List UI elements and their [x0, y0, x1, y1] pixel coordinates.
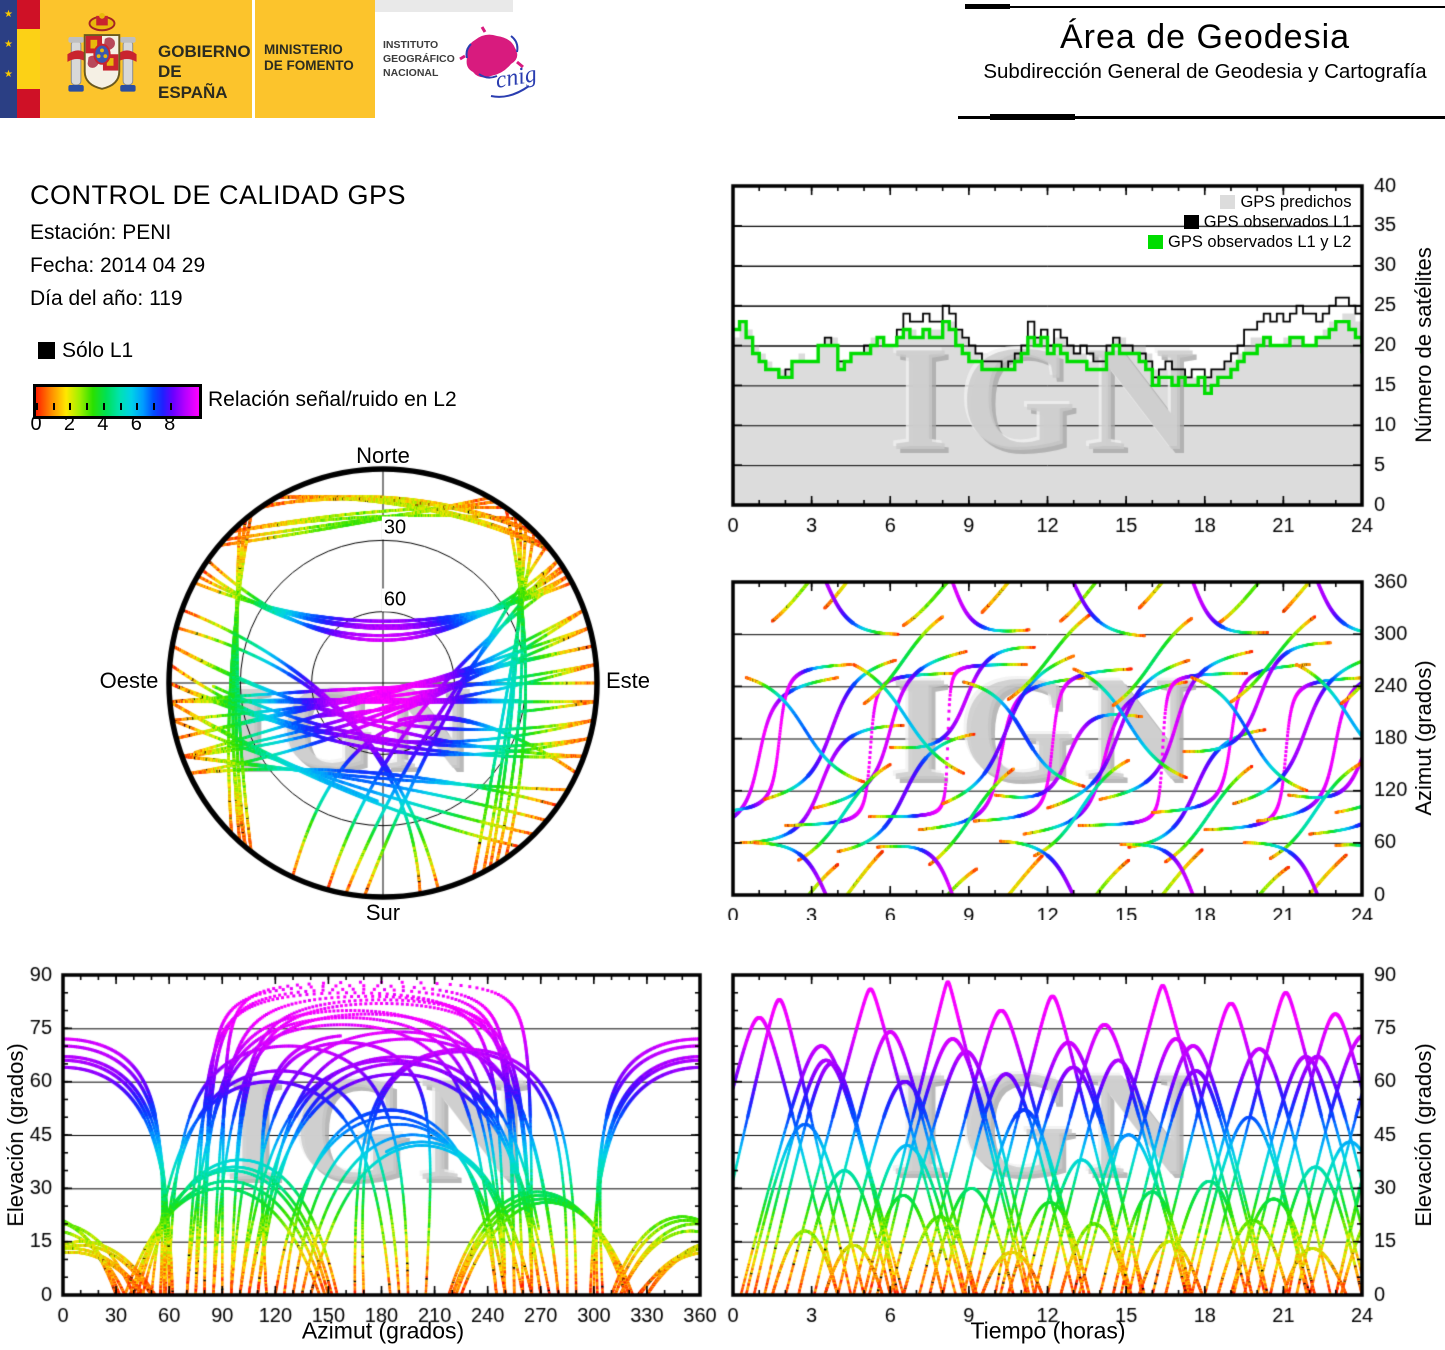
satellites-count-chart	[700, 170, 1445, 545]
elevation-time-chart	[700, 955, 1445, 1335]
ministerio-text: MINISTERIO DE FOMENTO	[264, 42, 354, 74]
legend-swatch-predichos	[1220, 195, 1236, 209]
snr-colorbar-label: Relación señal/ruido en L2	[208, 388, 457, 411]
colorbar-tick-label: 8	[164, 413, 176, 435]
area-title: Área de Geodesia	[1059, 18, 1351, 56]
colorbar-tick-label: 0	[30, 413, 42, 435]
elevation-time-x-axis-label: Tiempo (horas)	[970, 1317, 1126, 1344]
skyplot-ring-label-30: 30	[381, 516, 409, 540]
solo-l1-label: Sólo L1	[62, 339, 134, 362]
azimuth-y-axis-label: Azimut (grados)	[1411, 660, 1436, 816]
gobierno-logo-block: GOBIERNO DE ESPAÑA	[40, 0, 252, 118]
instituto-text: INSTITUTO GEOGRÁFICO NACIONAL	[383, 39, 455, 80]
skyplot-west-label: Oeste	[99, 668, 159, 693]
doy-line: Día del año: 119	[30, 287, 183, 310]
colorbar-tick-label: 4	[97, 413, 109, 435]
spain-flag-strip	[17, 0, 40, 118]
legend-swatch-l1	[1183, 215, 1199, 229]
header-rule-bottom	[958, 116, 1445, 119]
legend-swatch-l1l2	[1148, 235, 1163, 249]
eu-star-icon: ★	[4, 69, 13, 80]
legend-label: GPS observados L1 y L2	[1168, 232, 1352, 251]
spain-coat-of-arms	[67, 12, 137, 92]
legend-row: GPS predichos	[1148, 192, 1351, 212]
cnig-logo: cnig	[459, 26, 539, 98]
station-line: Estación: PENI	[30, 221, 172, 244]
elevation-azimuth-chart	[0, 955, 720, 1335]
ign-block-top-bar	[375, 0, 513, 12]
header-rule-bottom-thick	[990, 114, 1075, 120]
elevation-azimuth-x-axis-label: Azimut (grados)	[301, 1317, 465, 1344]
eu-star-icon: ★	[4, 39, 13, 50]
colorbar-tick-label: 2	[63, 413, 75, 435]
skyplot-ring-label-60: 60	[381, 588, 409, 612]
report-title: CONTROL DE CALIDAD GPS	[30, 180, 407, 210]
satellites-y-axis-label: Número de satélites	[1411, 247, 1436, 443]
header-rule-top	[965, 6, 1445, 8]
header-rule-top-thick	[965, 4, 1010, 9]
snr-colorbar	[33, 384, 202, 419]
legend-label: GPS observados L1	[1203, 212, 1352, 231]
eu-star-icon: ★	[4, 9, 13, 20]
skyplot-north-label: Norte	[356, 443, 410, 468]
azimuth-time-chart	[700, 560, 1445, 920]
area-subtitle: Subdirección General de Geodesia y Carto…	[983, 60, 1427, 83]
skyplot-chart	[90, 440, 660, 950]
ministerio-logo-block: MINISTERIO DE FOMENTO	[255, 0, 375, 118]
legend-row: GPS observados L1	[1148, 212, 1351, 232]
legend-label: GPS predichos	[1240, 192, 1352, 211]
legend-row: GPS observados L1 y L2	[1148, 232, 1351, 252]
elevation-time-y-axis-label: Elevación (grados)	[1411, 1043, 1436, 1227]
satellites-chart-legend: GPS predichos GPS observados L1 GPS obse…	[1148, 192, 1351, 252]
elevation-azimuth-y-axis-label: Elevación (grados)	[3, 1043, 28, 1227]
colorbar-tick-label: 6	[130, 413, 142, 435]
skyplot-south-label: Sur	[365, 900, 401, 925]
skyplot-east-label: Este	[605, 668, 651, 693]
solo-l1-swatch	[38, 342, 55, 359]
date-line: Fecha: 2014 04 29	[30, 254, 206, 277]
gobierno-text: GOBIERNO DE ESPAÑA	[158, 42, 251, 102]
eu-flag-strip: ★ ★ ★	[0, 0, 17, 118]
